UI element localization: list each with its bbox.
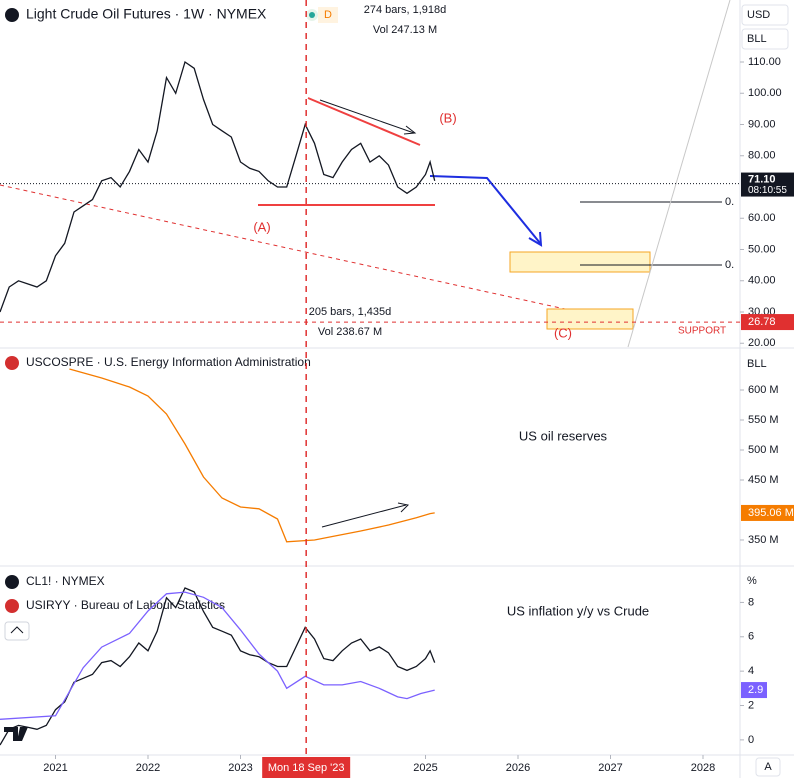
badge: D: [324, 9, 332, 21]
last-value-tag: 2.9: [748, 684, 763, 696]
crosshair-label: Mon 18 Sep '23: [268, 762, 345, 774]
y-tick-label: 60.00: [748, 212, 776, 224]
x-tick-label: 2025: [413, 762, 437, 774]
y-tick-label: 100.00: [748, 87, 782, 99]
resistance-line: [307, 97, 421, 146]
measure-label: Vol 238.67 M: [318, 326, 382, 338]
crosshair-label-bg: [262, 757, 351, 778]
status-dot: [309, 12, 315, 18]
countdown: 08:10:55: [748, 185, 787, 196]
unit-button[interactable]: [741, 28, 789, 50]
x-tick-label: 2026: [506, 762, 530, 774]
measure-label: Vol 247.13 M: [373, 24, 437, 36]
x-tick-label: 2027: [598, 762, 622, 774]
y-tick-label: 20.00: [748, 337, 776, 349]
inflation-line: [0, 591, 435, 720]
fib-label: 0.: [725, 259, 734, 271]
arrow: [321, 504, 407, 528]
unit[interactable]: BLL: [747, 33, 767, 45]
projection-arrow: [429, 175, 541, 244]
support-tag-bg: [741, 314, 794, 331]
measure-label: 205 bars, 1,435d: [309, 306, 392, 318]
unit: BLL: [747, 358, 767, 370]
wave-label: (A): [253, 219, 270, 234]
wave-label: (B): [439, 110, 456, 125]
y-tick-label: 500 M: [748, 444, 779, 456]
y-tick-label: 350 M: [748, 534, 779, 546]
y-tick-label: 0: [748, 734, 754, 746]
tv-logo: [4, 727, 28, 741]
trend-line: [0, 184, 616, 321]
annotation: US oil reserves: [519, 428, 608, 443]
y-tick-label: 8: [748, 596, 754, 608]
wave-label: (C): [554, 325, 572, 340]
flag-icon: [5, 599, 19, 613]
y-tick-label: 40.00: [748, 275, 776, 287]
legend-entry: USIRYY · Bureau of Labour Statistics: [26, 598, 225, 612]
arrow-head: [403, 125, 417, 135]
support-tag: 26.78: [748, 316, 776, 328]
y-tick-label: 550 M: [748, 414, 779, 426]
flag-icon: [5, 356, 19, 370]
support-label: SUPPORT: [678, 326, 726, 337]
y-tick-label: 6: [748, 631, 754, 643]
currency[interactable]: USD: [747, 9, 770, 21]
indicator-title: USCOSPRE · U.S. Energy Information Admin…: [26, 355, 311, 369]
reserves-line: [69, 368, 435, 543]
badge-bg: [318, 7, 338, 23]
x-tick-label: 2028: [691, 762, 715, 774]
unit: %: [747, 575, 757, 587]
x-tick-label: 2021: [43, 762, 67, 774]
last-value-tag-bg: [741, 504, 794, 521]
x-tick-label: 2022: [136, 762, 160, 774]
symbol-icon: [5, 8, 19, 22]
target-box: [509, 251, 651, 273]
price-tag: 71.10: [748, 173, 776, 185]
arrow-head: [397, 502, 410, 513]
chart-title: Light Crude Oil Futures · 1W · NYMEX: [26, 6, 267, 22]
y-tick-label: 110.00: [748, 56, 781, 68]
y-tick-label: 90.00: [748, 118, 776, 130]
y-tick-label: 2: [748, 699, 754, 711]
collapse-button[interactable]: [4, 621, 30, 641]
currency-button[interactable]: [741, 4, 789, 26]
y-tick-label: 80.00: [748, 150, 776, 162]
symbol-icon: [5, 575, 19, 589]
chevron: [10, 626, 24, 634]
arrow-head: [528, 231, 543, 247]
arrow: [319, 99, 415, 134]
price-line: [0, 60, 436, 313]
y-tick-label: 4: [748, 665, 754, 677]
gray-line: [627, 0, 731, 348]
last-value-tag-bg: [741, 682, 767, 699]
y-tick-label: 600 M: [748, 384, 779, 396]
price-tag-bg: [741, 172, 794, 197]
x-tick-label: 2023: [228, 762, 252, 774]
crude-overlay-line: [0, 587, 436, 746]
auto-scale[interactable]: A: [764, 761, 772, 773]
target-box: [546, 308, 634, 330]
auto-button[interactable]: [755, 757, 781, 777]
last-value-tag: 395.06 M: [748, 507, 794, 519]
indicator-title: CL1! · NYMEX: [26, 574, 105, 588]
measure-label: 274 bars, 1,918d: [364, 4, 447, 16]
fib-label: 0.: [725, 196, 734, 208]
y-tick-label: 50.00: [748, 243, 776, 255]
annotation: US inflation y/y vs Crude: [507, 603, 649, 618]
y-tick-label: 450 M: [748, 474, 779, 486]
